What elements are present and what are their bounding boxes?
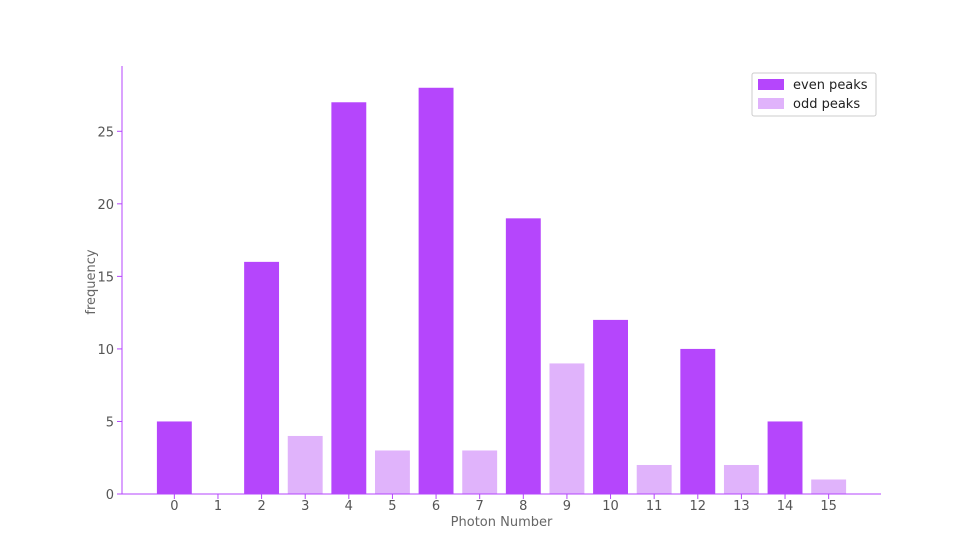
legend-swatch-even-peaks <box>758 79 784 90</box>
x-tick-label: 8 <box>519 499 527 514</box>
legend: even peaks odd peaks <box>751 72 877 117</box>
bar-odd-3 <box>287 435 323 494</box>
x-tick-label: 6 <box>432 499 440 514</box>
legend-label-even-peaks: even peaks <box>793 78 868 93</box>
y-tick-label: 0 <box>106 488 114 503</box>
x-ticks: 0 1 2 3 4 5 6 7 8 9 10 11 12 13 14 15 <box>170 494 837 514</box>
bars-layer <box>156 87 847 495</box>
bar-even-6 <box>418 87 454 495</box>
x-tick-label: 9 <box>563 499 571 514</box>
bar-odd-7 <box>462 450 498 494</box>
x-tick-label: 5 <box>388 499 396 514</box>
bar-even-4 <box>331 102 367 495</box>
legend-swatch-odd-peaks <box>758 98 784 109</box>
x-tick-label: 10 <box>602 499 619 514</box>
x-tick-label: 0 <box>170 499 178 514</box>
bar-odd-13 <box>723 464 759 494</box>
bar-odd-11 <box>636 464 672 494</box>
bar-odd-15 <box>811 479 847 494</box>
x-tick-label: 14 <box>777 499 794 514</box>
bar-odd-5 <box>375 450 410 494</box>
bar-odd-9 <box>549 363 585 494</box>
x-tick-label: 4 <box>345 499 353 514</box>
x-tick-label: 15 <box>820 499 837 514</box>
bar-even-0 <box>156 421 192 494</box>
x-tick-label: 13 <box>733 499 750 514</box>
x-tick-label: 12 <box>690 499 707 514</box>
y-tick-label: 20 <box>97 198 114 213</box>
bar-even-2 <box>244 261 280 494</box>
bar-even-14 <box>767 421 803 494</box>
x-tick-label: 2 <box>257 499 265 514</box>
y-tick-label: 10 <box>97 343 114 358</box>
y-ticks: 0 5 10 15 20 25 <box>97 125 122 503</box>
x-tick-label: 3 <box>301 499 309 514</box>
y-tick-label: 15 <box>97 270 114 285</box>
y-axis-label: frequency <box>84 249 99 315</box>
x-axis-label: Photon Number <box>451 515 553 530</box>
x-tick-label: 7 <box>476 499 484 514</box>
x-tick-label: 1 <box>214 499 222 514</box>
legend-label-odd-peaks: odd peaks <box>793 97 860 112</box>
y-tick-label: 5 <box>106 415 114 430</box>
bar-even-8 <box>505 218 541 494</box>
y-tick-label: 25 <box>97 125 114 140</box>
x-tick-label: 11 <box>646 499 663 514</box>
bar-even-12 <box>680 348 716 494</box>
bar-even-10 <box>593 319 628 494</box>
